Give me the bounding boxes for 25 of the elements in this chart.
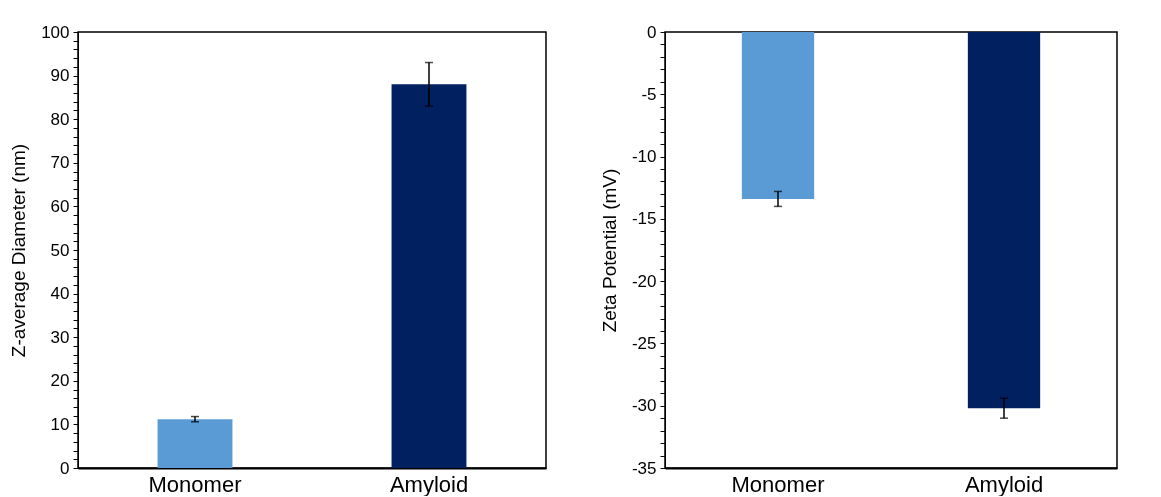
y-tick-label: 70 <box>50 153 70 173</box>
y-tick-label: 100 <box>41 22 70 42</box>
y-axis-title: Zeta Potential (mV) <box>598 168 620 333</box>
x-tick-label: Amyloid <box>389 471 469 497</box>
y-axis-title: Z-average Diameter (nm) <box>8 143 30 358</box>
y-tick-label: 90 <box>50 66 70 86</box>
y-tick-label: -15 <box>631 209 657 229</box>
y-tick-label: -35 <box>631 458 657 478</box>
y-tick-label: 60 <box>50 196 70 216</box>
y-tick-label: 80 <box>50 109 70 129</box>
y-tick-label: -30 <box>631 396 657 416</box>
y-tick-label: -20 <box>631 271 657 291</box>
y-tick-label: -10 <box>631 147 657 167</box>
y-tick-label: 0 <box>647 22 657 42</box>
x-tick-label: Monomer <box>148 471 242 497</box>
y-tick-label: 0 <box>60 458 70 478</box>
x-tick-label: Monomer <box>731 471 825 497</box>
y-tick-label: 40 <box>50 284 70 304</box>
x-tick-label: Amyloid <box>964 471 1044 497</box>
y-tick-label: 20 <box>50 371 70 391</box>
y-tick-label: 30 <box>50 327 70 347</box>
y-tick-label: -25 <box>631 333 657 353</box>
y-tick-label: -5 <box>641 84 657 104</box>
y-tick-label: 50 <box>50 240 70 260</box>
y-tick-label: 10 <box>50 414 70 434</box>
